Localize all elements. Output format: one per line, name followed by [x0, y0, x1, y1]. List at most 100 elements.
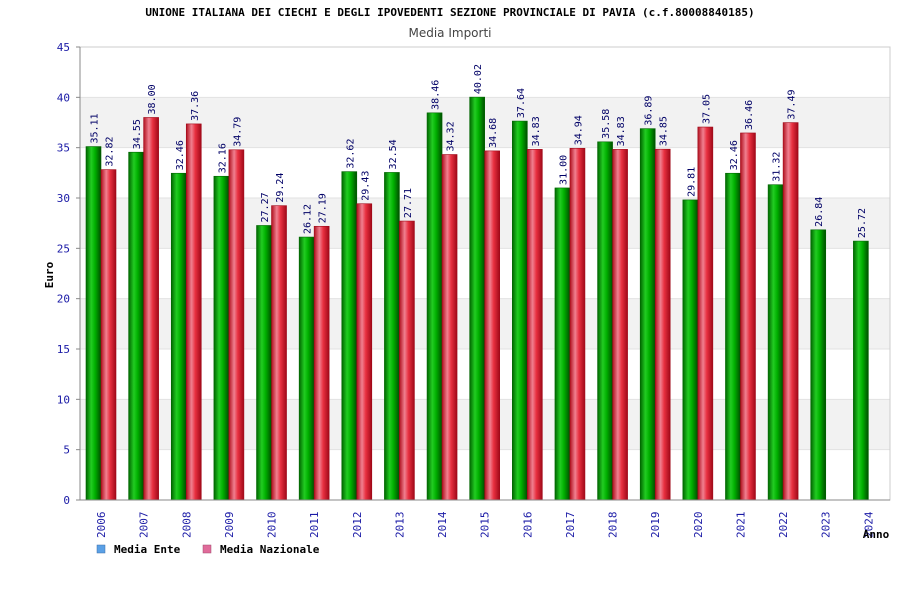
bar-media-nazionale — [782, 122, 799, 501]
x-tick-label: 2013 — [393, 512, 406, 539]
bar-media-nazionale — [185, 123, 202, 501]
chart-subtitle: Media Importi — [408, 26, 491, 40]
bar-media-nazionale — [697, 126, 714, 501]
bar-media-nazionale — [313, 225, 330, 501]
bar-media-nazionale — [569, 147, 586, 501]
x-tick-label: 2006 — [95, 512, 108, 539]
y-axis-label: Euro — [43, 261, 56, 288]
data-label: 34.85 — [659, 116, 670, 146]
x-tick-label: 2009 — [223, 512, 236, 539]
legend-label-media-ente: Media Ente — [114, 543, 181, 556]
legend: Media Ente Media Nazionale — [96, 543, 320, 556]
bar-media-ente — [810, 229, 827, 501]
bar-media-nazionale — [228, 149, 245, 501]
bar-media-nazionale — [356, 203, 373, 501]
x-tick-label: 2022 — [777, 512, 790, 539]
data-label: 34.79 — [232, 117, 243, 147]
data-labels: 35.11 32.82 34.55 38.00 32.46 37.36 32.16 34.79… — [90, 64, 868, 238]
x-tick-label: 2016 — [521, 512, 534, 539]
chart-title: UNIONE ITALIANA DEI CIECHI E DEGLI IPOVE… — [145, 6, 754, 19]
data-label: 31.32 — [772, 152, 783, 182]
x-tick-label: 2021 — [734, 512, 747, 539]
x-tick-label: 2008 — [180, 512, 193, 539]
bar-media-nazionale — [399, 220, 415, 501]
data-label: 32.46 — [729, 140, 740, 170]
bar-media-ente — [725, 172, 741, 501]
bar-media-nazionale — [100, 169, 117, 501]
x-tick-label: 2018 — [607, 512, 620, 539]
x-tick-label: 2014 — [436, 511, 449, 538]
data-label: 34.94 — [573, 115, 584, 145]
data-label: 27.19 — [318, 193, 329, 223]
legend-label-media-nazionale: Media Nazionale — [220, 543, 320, 556]
bar-media-nazionale — [527, 149, 543, 501]
data-label: 38.46 — [431, 80, 442, 110]
data-label: 36.89 — [644, 96, 655, 126]
data-label: 34.32 — [446, 121, 457, 151]
data-label: 38.00 — [147, 84, 158, 114]
y-tick-label: 40 — [57, 91, 70, 104]
data-label: 37.36 — [190, 91, 201, 121]
data-label: 37.05 — [701, 94, 712, 124]
x-tick-label: 2010 — [266, 512, 279, 539]
data-label: 29.24 — [275, 173, 286, 203]
data-label: 32.54 — [388, 139, 399, 169]
data-label: 37.64 — [516, 88, 527, 118]
data-label: 25.72 — [857, 208, 868, 238]
data-label: 35.11 — [90, 113, 101, 143]
data-label: 34.68 — [488, 118, 499, 148]
data-label: 29.81 — [686, 167, 697, 197]
y-tick-label: 30 — [57, 192, 70, 205]
bar-media-ente — [256, 225, 272, 501]
data-label: 32.62 — [345, 139, 356, 169]
data-label: 31.00 — [558, 155, 569, 185]
y-tick-label: 35 — [57, 142, 70, 155]
x-tick-label: 2020 — [692, 512, 705, 539]
y-tick-label: 20 — [57, 293, 70, 306]
data-label: 27.71 — [403, 188, 414, 218]
bar-media-ente — [341, 171, 358, 501]
bar-series — [85, 96, 869, 501]
y-axis-ticks: 0 5 10 15 20 25 30 35 40 45 — [57, 41, 80, 507]
x-tick-label: 2024 — [862, 511, 875, 538]
bar-media-nazionale — [740, 132, 756, 501]
bar-media-ente — [469, 96, 485, 501]
bar-media-nazionale — [654, 148, 671, 501]
x-tick-label: 2019 — [649, 512, 662, 539]
bar-media-nazionale — [612, 149, 628, 501]
data-label: 35.58 — [601, 109, 612, 139]
data-label: 26.12 — [303, 204, 314, 234]
bar-media-nazionale — [271, 205, 287, 501]
bar-media-ente — [170, 172, 187, 501]
bar-media-nazionale — [441, 154, 458, 501]
y-tick-label: 10 — [57, 393, 70, 406]
data-label: 29.43 — [360, 171, 371, 201]
bar-media-ente — [597, 141, 613, 501]
data-label: 26.84 — [814, 197, 825, 227]
x-tick-label: 2017 — [564, 512, 577, 539]
bar-media-ente — [853, 240, 869, 501]
data-label: 34.55 — [132, 119, 143, 149]
x-tick-label: 2007 — [138, 512, 151, 539]
x-axis-label: Anno — [863, 528, 890, 541]
x-tick-label: 2011 — [308, 512, 321, 539]
data-label: 36.46 — [744, 100, 755, 130]
data-label: 34.83 — [531, 116, 542, 146]
bar-media-ente — [554, 187, 571, 501]
bar-media-ente — [682, 199, 699, 501]
legend-swatch-media-nazionale — [202, 544, 212, 554]
plot-band — [80, 47, 890, 98]
data-label: 27.27 — [260, 192, 271, 222]
y-tick-label: 0 — [63, 494, 70, 507]
bar-media-nazionale — [484, 150, 500, 501]
y-tick-label: 45 — [57, 41, 70, 54]
y-tick-label: 15 — [57, 343, 70, 356]
bar-media-ente — [426, 112, 443, 501]
bar-media-ente — [85, 146, 102, 501]
data-label: 32.82 — [105, 137, 116, 167]
bar-media-ente — [213, 175, 230, 501]
bar-media-ente — [128, 151, 144, 501]
y-tick-label: 25 — [57, 242, 70, 255]
